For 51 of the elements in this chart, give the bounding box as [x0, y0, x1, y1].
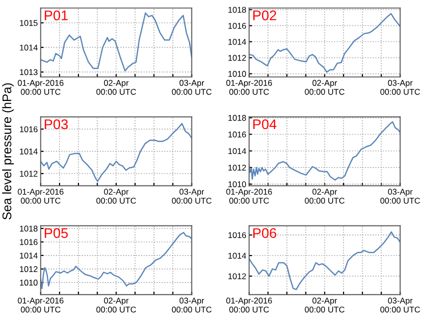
chart-title: P06 [253, 228, 276, 238]
y-tick-label: 1014 [20, 148, 38, 154]
x-tick-label: 03-Apr 00:00 UTC [172, 188, 212, 204]
x-tick-label: 03-Apr 00:00 UTC [380, 298, 420, 313]
x-tick-label: 02-Apr 00:00 UTC [96, 188, 136, 204]
x-tick-label: 03-Apr 00:00 UTC [380, 188, 420, 204]
chart-title: P05 [44, 228, 68, 238]
x-tick-label: 02-Apr 00:00 UTC [304, 80, 344, 95]
y-tick-label: 1016 [20, 239, 38, 246]
y-tick-label: 1012 [228, 273, 246, 280]
x-tick-label: 01-Apr-2016 00:00 UTC [226, 298, 272, 313]
y-tick-label: 1012 [228, 54, 246, 61]
x-tick-label: 01-Apr-2016 00:00 UTC [226, 80, 272, 95]
y-tick-label: 1014 [228, 252, 246, 259]
y-tick-label: 1016 [20, 126, 38, 132]
x-tick-label: 03-Apr 00:00 UTC [172, 80, 212, 95]
y-tick-label: 1018 [20, 226, 38, 232]
line-series [249, 121, 400, 181]
y-tick-label: 1015 [20, 20, 38, 26]
x-tick-label: 02-Apr 00:00 UTC [96, 80, 136, 95]
y-tick-label: 1018 [228, 6, 246, 13]
y-tick-label: 1010 [20, 280, 38, 286]
y-tick-label: 1016 [228, 22, 246, 29]
x-tick-label: 02-Apr 00:00 UTC [304, 298, 344, 313]
x-tick-label: 01-Apr-2016 00:00 UTC [18, 80, 64, 95]
y-tick-label: 1014 [20, 44, 38, 51]
y-tick-label: 1014 [228, 148, 246, 154]
line-series [40, 12, 192, 72]
chart-title: P02 [253, 10, 276, 20]
x-tick-label: 03-Apr 00:00 UTC [172, 298, 212, 313]
y-tick-label: 1014 [228, 38, 246, 45]
chart-title: P03 [44, 119, 68, 130]
x-tick-label: 01-Apr-2016 00:00 UTC [18, 188, 64, 204]
y-axis-title: Sea level pressure (hPa) [2, 83, 14, 220]
y-tick-label: 1016 [228, 232, 246, 238]
x-tick-label: 01-Apr-2016 00:00 UTC [18, 298, 64, 313]
y-tick-label: 1012 [20, 266, 38, 272]
y-tick-label: 1010 [228, 70, 246, 77]
x-tick-label: 02-Apr 00:00 UTC [96, 298, 136, 313]
x-tick-label: 03-Apr 00:00 UTC [380, 80, 420, 95]
y-tick-label: 1018 [228, 114, 246, 121]
x-tick-label: 02-Apr 00:00 UTC [304, 188, 344, 204]
x-tick-label: 01-Apr-2016 00:00 UTC [226, 188, 272, 204]
y-tick-label: 1012 [228, 164, 246, 171]
y-tick-label: 1010 [228, 181, 246, 188]
y-tick-label: 1012 [20, 170, 38, 177]
chart-title: P01 [44, 10, 68, 20]
chart-title: P04 [253, 119, 276, 130]
y-tick-label: 1014 [20, 252, 38, 259]
y-tick-label: 1013 [20, 69, 38, 76]
y-tick-label: 1016 [228, 132, 246, 138]
